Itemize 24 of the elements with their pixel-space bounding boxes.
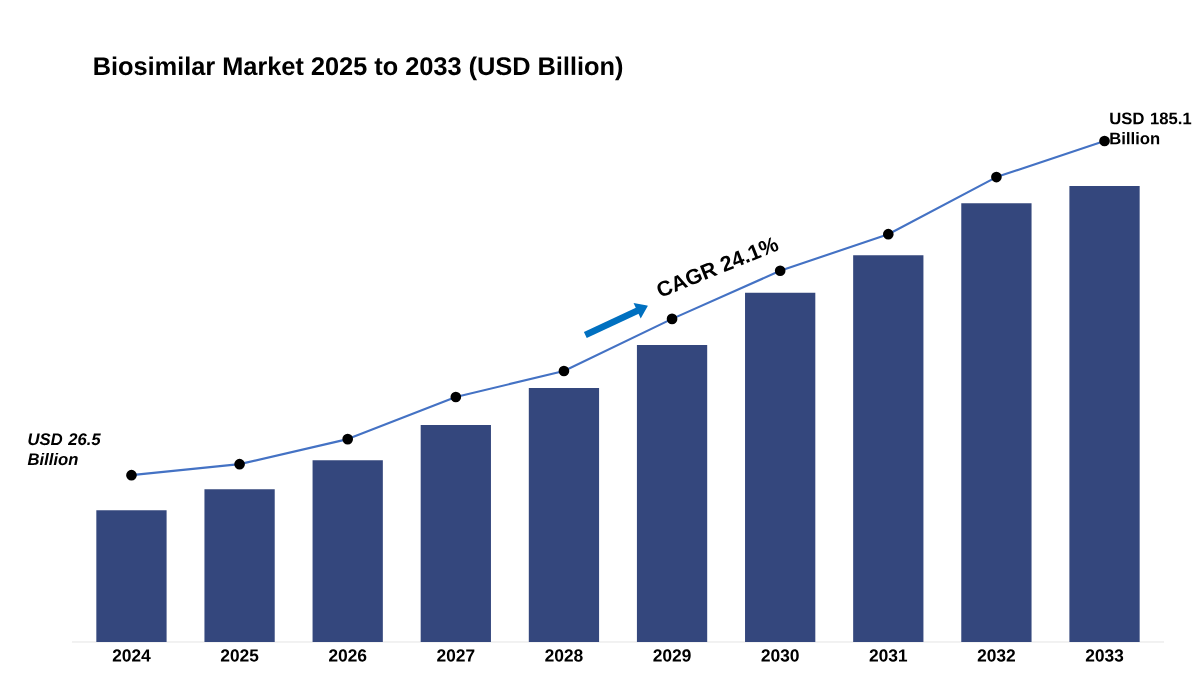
bar <box>853 255 924 642</box>
x-tick-label: 2026 <box>329 649 367 662</box>
bar <box>96 510 167 642</box>
bar <box>528 388 600 642</box>
x-tick-label: 2025 <box>220 649 259 662</box>
bar <box>312 460 383 642</box>
bar <box>1069 186 1140 642</box>
bar <box>745 292 816 642</box>
bar <box>636 344 708 642</box>
x-tick-label: 2027 <box>437 649 475 662</box>
bar <box>204 489 275 642</box>
chart-title: Biosimilar Market 2025 to 2033 (USD Billion) <box>94 56 623 81</box>
annotation: CAGR 24.1% <box>657 237 779 296</box>
x-tick-label: 2031 <box>869 649 908 662</box>
bar <box>961 203 1032 642</box>
annotation: USD 26.5 Billion <box>27 433 101 466</box>
x-tick-label: 2028 <box>545 649 583 662</box>
bar <box>420 425 491 642</box>
x-tick-label: 2033 <box>1085 649 1124 662</box>
x-tick-label: 2030 <box>761 649 799 662</box>
x-tick-label: 2032 <box>977 649 1015 662</box>
x-tick-label: 2024 <box>112 649 151 662</box>
annotation: USD 185.1 Billion <box>1110 112 1192 145</box>
x-tick-label: 2029 <box>653 649 691 662</box>
